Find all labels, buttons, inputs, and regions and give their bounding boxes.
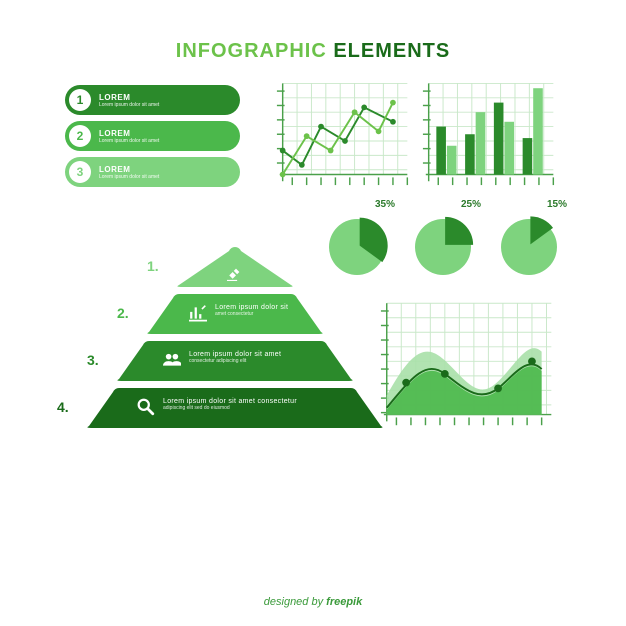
list-label: LOREM — [99, 165, 240, 174]
list-sublabel: Lorem ipsum dolor sit amet — [99, 174, 240, 180]
list-sublabel: Lorem ipsum dolor sit amet — [99, 102, 240, 108]
pyramid-text: Lorem ipsum dolor sit amet consectetur a… — [189, 351, 281, 364]
list-number-badge: 3 — [69, 161, 91, 183]
numbered-list: 1 LOREM Lorem ipsum dolor sit amet 2 LOR… — [65, 85, 240, 193]
list-label: LOREM — [99, 129, 240, 138]
list-item: 2 LOREM Lorem ipsum dolor sit amet — [65, 121, 240, 151]
search-icon — [137, 398, 155, 421]
footer-brand: freepik — [326, 596, 362, 608]
list-label: LOREM — [99, 93, 240, 102]
pyramid-chart: 1. 2. Lorem ipsum dolor sit amet consect… — [35, 245, 375, 433]
pie-label: 35% — [375, 199, 395, 210]
pyramid-level: 2. Lorem ipsum dolor sit amet consectetu… — [35, 292, 375, 334]
chart-icon — [189, 304, 207, 327]
footer-text: designed by — [264, 596, 326, 608]
list-text: LOREM Lorem ipsum dolor sit amet — [99, 165, 240, 180]
list-item: 3 LOREM Lorem ipsum dolor sit amet — [65, 157, 240, 187]
page-title: INFOGRAPHIC ELEMENTS — [0, 0, 626, 63]
list-text: LOREM Lorem ipsum dolor sit amet — [99, 93, 240, 108]
list-number-badge: 1 — [69, 89, 91, 111]
gavel-icon — [227, 263, 245, 286]
list-number-badge: 2 — [69, 125, 91, 147]
pie-label: 15% — [547, 199, 567, 210]
pyramid-text: Lorem ipsum dolor sit amet consectetur a… — [163, 398, 297, 411]
users-icon — [163, 351, 181, 374]
pie-label: 25% — [461, 199, 481, 210]
pyramid-text: Lorem ipsum dolor sit amet consectetur — [215, 304, 288, 317]
line-chart — [275, 80, 415, 205]
pyramid-level: 4. Lorem ipsum dolor sit amet consectetu… — [35, 386, 375, 428]
pie-chart: 15% — [497, 215, 561, 284]
bar-chart — [421, 80, 561, 205]
list-text: LOREM Lorem ipsum dolor sit amet — [99, 129, 240, 144]
list-sublabel: Lorem ipsum dolor sit amet — [99, 138, 240, 144]
list-item: 1 LOREM Lorem ipsum dolor sit amet — [65, 85, 240, 115]
attribution-footer: designed by freepik — [0, 596, 626, 608]
pyramid-level: 3. Lorem ipsum dolor sit amet consectetu… — [35, 339, 375, 381]
pyramid-level: 1. — [35, 245, 375, 287]
content-area: 1 LOREM Lorem ipsum dolor sit amet 2 LOR… — [65, 85, 561, 576]
